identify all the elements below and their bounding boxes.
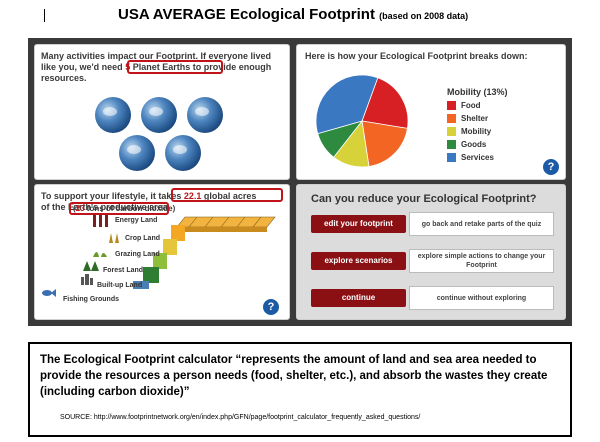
explore-scenarios-button[interactable]: explore scenarios [311, 252, 406, 270]
reduce-heading: Can you reduce your Ecological Footprint… [311, 193, 537, 205]
breakdown-heading: Here is how your Ecological Footprint br… [305, 51, 528, 61]
land-stairs-graphic [42, 215, 276, 297]
earth-icon [95, 97, 131, 133]
grazing-land-icon [93, 252, 107, 257]
reduce-panel: Can you reduce your Ecological Footprint… [296, 184, 566, 320]
title-main: USA AVERAGE Ecological Footprint [118, 6, 375, 23]
acres-highlight [171, 188, 283, 202]
legend-swatch [447, 101, 456, 110]
land-label-grazing: Grazing Land [115, 251, 160, 258]
text-cursor [44, 9, 45, 22]
built-up-land-block [143, 267, 159, 283]
planet-count-highlight [127, 60, 223, 74]
earth-icon [187, 97, 223, 133]
legend-item-mobility: Mobility [447, 127, 491, 137]
legend-title: Mobility (13%) [447, 87, 508, 97]
legend-item-services: Services [447, 153, 494, 163]
legend-swatch [447, 127, 456, 136]
grazing-land-block [163, 239, 177, 255]
earth-icon [165, 135, 201, 171]
land-label-fishing: Fishing Grounds [63, 296, 119, 303]
acres-text: To support your lifestyle, it takes 22.1… [41, 191, 257, 212]
source-citation: SOURCE: http://www.footprintnetwork.org/… [60, 414, 421, 421]
forest-land-block [153, 253, 167, 269]
legend-swatch [447, 114, 456, 123]
caption-box: The Ecological Footprint calculator “rep… [28, 342, 572, 437]
crop-land-block [171, 225, 185, 241]
pie-slice-services [315, 74, 379, 135]
page-title: USA AVERAGE Ecological Footprint (based … [118, 6, 468, 23]
acres-panel: To support your lifestyle, it takes 22.1… [34, 184, 290, 320]
continue-button[interactable]: continue [311, 289, 406, 307]
planets-panel: Many activities impact our Footprint. If… [34, 44, 290, 180]
edit-footprint-desc: go back and retake parts of the quiz [409, 212, 554, 236]
built-up-land-icon [81, 274, 93, 285]
fishing-grounds-icon [42, 289, 56, 297]
pie-slice-shelter [361, 120, 408, 167]
land-label-crop: Crop Land [125, 235, 160, 242]
help-icon[interactable]: ? [543, 159, 559, 175]
forest-land-icon [83, 261, 99, 271]
legend-item-food: Food [447, 101, 481, 111]
carbon-label: (23 tons of carbon dioxide) [73, 204, 176, 213]
crop-land-icon [109, 233, 119, 243]
energy-land-blocks [176, 216, 276, 232]
land-label-forest: Forest Land [103, 267, 144, 274]
fishing-grounds-block [133, 281, 149, 289]
edit-footprint-button[interactable]: edit your footprint [311, 215, 406, 233]
earth-icon [141, 97, 177, 133]
legend-item-shelter: Shelter [447, 114, 488, 124]
carbon-highlight [69, 202, 169, 215]
energy-land-icon [93, 215, 108, 227]
breakdown-panel: Here is how your Ecological Footprint br… [296, 44, 566, 180]
help-icon[interactable]: ? [263, 299, 279, 315]
explore-scenarios-desc: explore simple actions to change your Fo… [409, 249, 554, 273]
land-label-built-up: Built-up Land [97, 282, 143, 289]
legend-swatch [447, 140, 456, 149]
calculator-screenshot: Many activities impact our Footprint. If… [28, 38, 572, 326]
caption-text: The Ecological Footprint calculator “rep… [40, 354, 548, 398]
continue-desc: continue without exploring [409, 286, 554, 310]
title-note: (based on 2008 data) [379, 11, 469, 21]
legend-swatch [447, 153, 456, 162]
footprint-pie-chart [315, 74, 409, 168]
land-label-energy: Energy Land [115, 217, 158, 224]
legend-item-goods: Goods [447, 140, 486, 150]
earth-icon [119, 135, 155, 171]
